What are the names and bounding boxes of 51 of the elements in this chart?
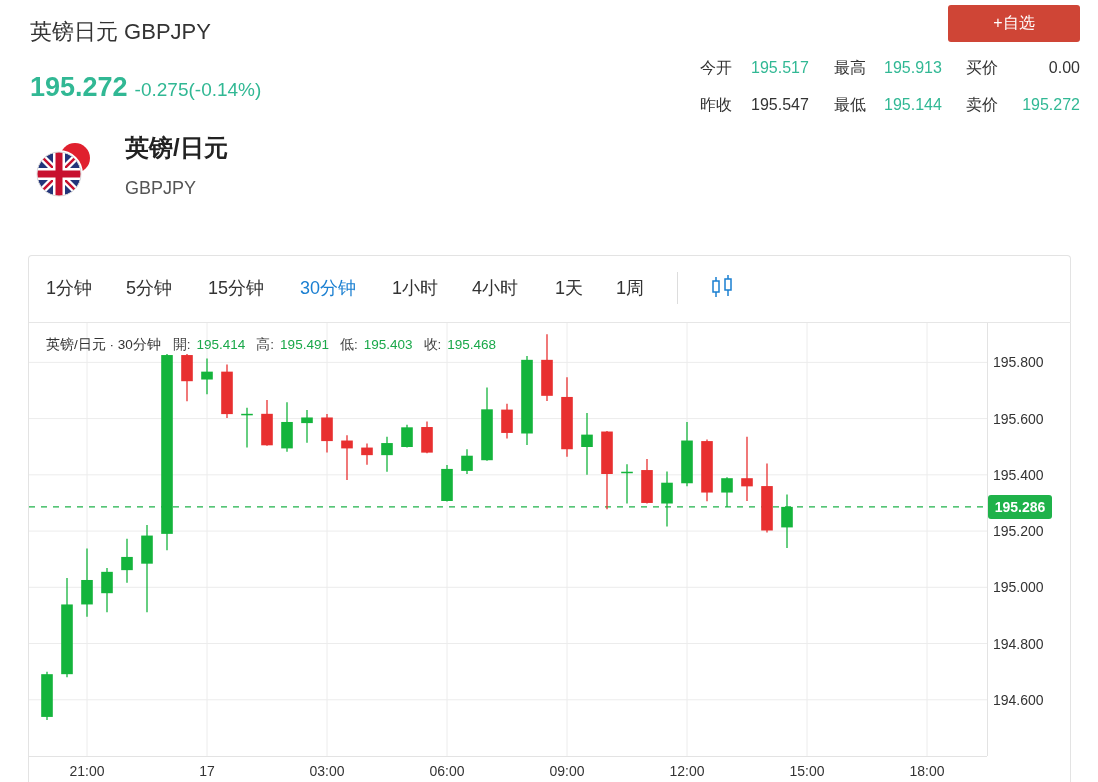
text: 15分钟: [208, 277, 265, 300]
text: 卖价: [966, 95, 998, 115]
text: 195.517: [751, 58, 809, 78]
x-tick-label: 18:00: [909, 763, 945, 779]
text: 4小时: [472, 277, 519, 300]
text: 英镑/日元: [125, 133, 228, 163]
x-tick-label: 12:00: [669, 763, 705, 779]
annotation: 收:: [423, 337, 442, 353]
text: GBPJPY: [125, 178, 197, 199]
text: 195.547: [751, 95, 809, 115]
x-tick-label: 21:00: [69, 763, 105, 779]
text: 195.272: [1022, 95, 1080, 115]
x-tick-label: 09:00: [549, 763, 585, 779]
x-tick-label: 03:00: [309, 763, 345, 779]
text: 买价: [966, 58, 998, 78]
annotation: 開:: [172, 337, 191, 353]
annotation: 英镑/日元 · 30分钟: [46, 337, 161, 353]
annotation: 195.491: [280, 337, 329, 353]
x-tick-label: 15:00: [789, 763, 825, 779]
y-tick-label: 195.000: [993, 579, 1044, 596]
y-tick-label: 195.800: [993, 354, 1044, 371]
text: 195.272: [30, 72, 128, 103]
x-tick-label: 17: [199, 763, 215, 779]
text: 5分钟: [126, 277, 173, 300]
text: +自选: [948, 5, 1080, 42]
y-tick-label: 194.800: [993, 635, 1044, 652]
x-tick-label: 06:00: [429, 763, 465, 779]
text: 1小时: [392, 277, 439, 300]
text: 最低: [834, 95, 866, 115]
text: 1周: [616, 277, 645, 300]
text: 195.913: [884, 58, 942, 78]
text: 1天: [555, 277, 584, 300]
y-tick-label: 195.400: [993, 466, 1044, 483]
text: 0.00: [1048, 58, 1080, 78]
text: 30分钟: [300, 277, 357, 300]
text: 昨收: [700, 95, 732, 115]
ref-line-label: 195.286: [994, 498, 1046, 515]
text: 1分钟: [46, 277, 93, 300]
text: 最高: [834, 58, 866, 78]
annotation: 高:: [256, 337, 275, 353]
chart-title: 英镑日元 GBPJPY: [30, 18, 211, 46]
y-tick-label: 195.600: [993, 410, 1044, 427]
annotation: 低:: [339, 337, 358, 353]
y-tick-label: 194.600: [993, 691, 1044, 708]
y-tick-label: 195.200: [993, 523, 1044, 540]
text: 195.144: [884, 95, 942, 115]
text: 今开: [700, 58, 732, 78]
annotation: 195.414: [196, 337, 246, 353]
annotation: 195.468: [447, 337, 497, 353]
text: -0.275(-0.14%): [134, 79, 262, 101]
annotation: 195.403: [363, 337, 413, 353]
